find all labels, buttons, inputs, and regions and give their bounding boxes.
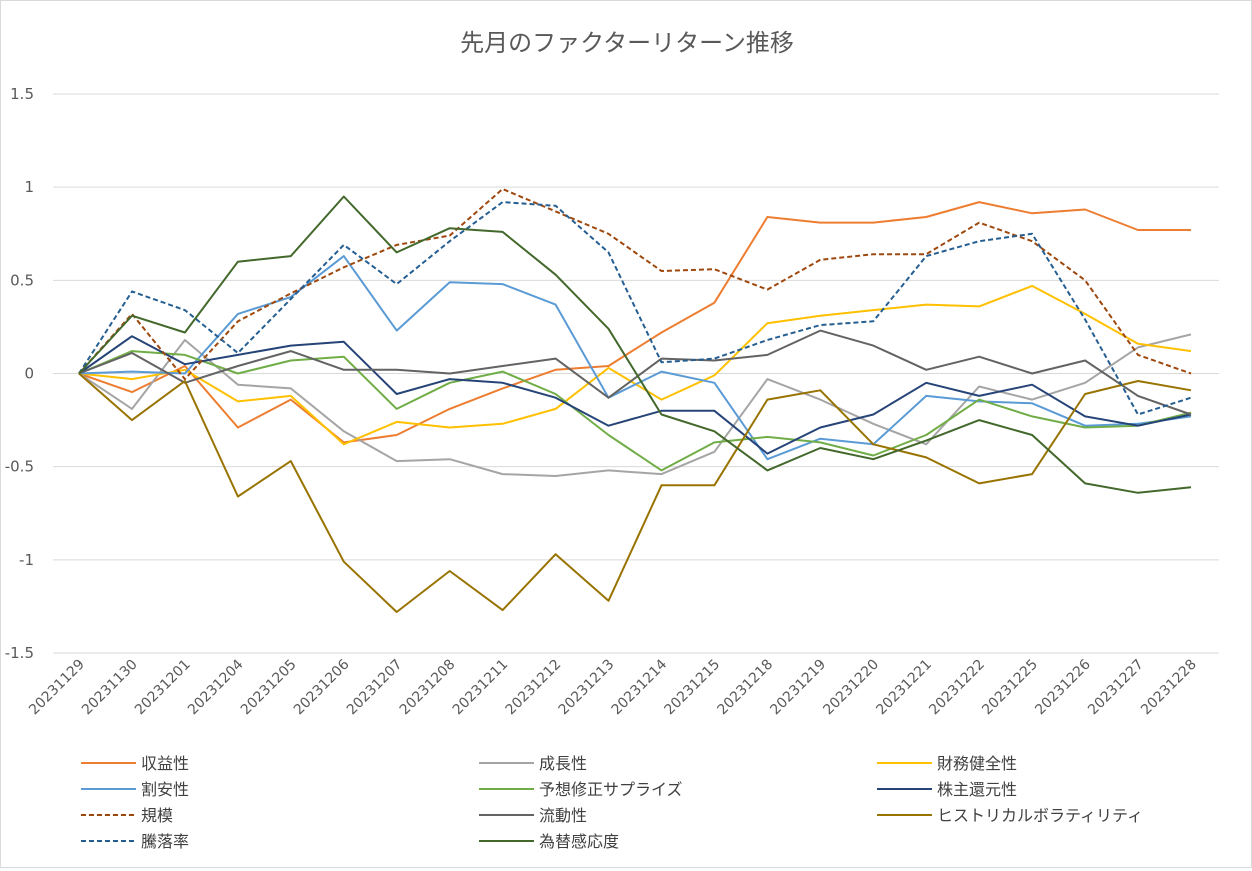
legend-label: 予想修正サプライズ <box>539 780 683 799</box>
x-tick-label: 20231205 <box>238 657 300 719</box>
series-line <box>78 284 1192 446</box>
series-line <box>78 201 1192 416</box>
legend-label: 株主還元性 <box>937 780 1017 799</box>
legend-label: ヒストリカルボラティリティ <box>937 806 1143 825</box>
series-line <box>78 372 1192 613</box>
legend-label: 規模 <box>141 806 173 825</box>
x-tick-label: 20231213 <box>556 657 618 719</box>
legend-label: 為替感応度 <box>539 832 619 851</box>
y-tick-label: 0.5 <box>10 271 34 289</box>
x-tick-label: 20231221 <box>873 657 935 719</box>
x-tick-label: 20231207 <box>344 657 406 719</box>
x-tick-label: 20231220 <box>820 657 882 719</box>
gridlines <box>53 93 1219 654</box>
series-line <box>78 188 1192 381</box>
series-line <box>78 201 1191 444</box>
series-line <box>78 350 1192 472</box>
x-tick-label: 20231219 <box>767 657 829 719</box>
x-tick-label: 20231130 <box>79 657 141 719</box>
y-axis-ticks: 1.5 1 0.5 0 -0.5 -1 -1.5 <box>5 85 34 662</box>
x-tick-label: 20231201 <box>132 657 194 719</box>
x-tick-label: 20231228 <box>1138 657 1200 719</box>
y-tick-label: -0.5 <box>5 458 34 476</box>
x-tick-label: 20231204 <box>185 656 247 718</box>
x-tick-label: 20231215 <box>662 657 724 719</box>
legend-label: 成長性 <box>539 754 587 773</box>
legend-label: 騰落率 <box>141 832 189 851</box>
x-tick-label: 20231211 <box>450 657 512 719</box>
y-tick-label: -1 <box>19 551 34 569</box>
x-axis-ticks: 2023112920231130202312012023120420231205… <box>26 656 1200 718</box>
series-line <box>78 195 1192 494</box>
legend-label: 流動性 <box>539 806 587 825</box>
series-line <box>78 329 1192 416</box>
series-line <box>78 255 1192 461</box>
y-tick-label: -1.5 <box>5 644 34 662</box>
series-line <box>78 335 1192 455</box>
series-lines <box>78 188 1192 613</box>
x-tick-label: 20231208 <box>397 657 459 719</box>
legend-label: 収益性 <box>141 754 189 773</box>
y-tick-label: 0 <box>24 365 34 383</box>
x-tick-label: 20231214 <box>609 656 671 718</box>
x-tick-label: 20231129 <box>26 657 88 719</box>
legend-label: 割安性 <box>141 780 189 799</box>
x-tick-label: 20231218 <box>715 657 777 719</box>
x-tick-label: 20231225 <box>979 657 1041 719</box>
x-tick-label: 20231212 <box>503 657 565 719</box>
y-tick-label: 1.5 <box>10 85 34 103</box>
legend-label: 財務健全性 <box>937 754 1017 773</box>
series-line <box>78 333 1192 477</box>
x-tick-label: 20231206 <box>291 656 353 718</box>
x-tick-label: 20231227 <box>1085 657 1147 719</box>
x-tick-label: 20231222 <box>926 657 988 719</box>
y-tick-label: 1 <box>24 178 34 196</box>
chart-title: 先月のファクターリターン推移 <box>460 29 794 57</box>
x-tick-label: 20231226 <box>1032 656 1094 718</box>
